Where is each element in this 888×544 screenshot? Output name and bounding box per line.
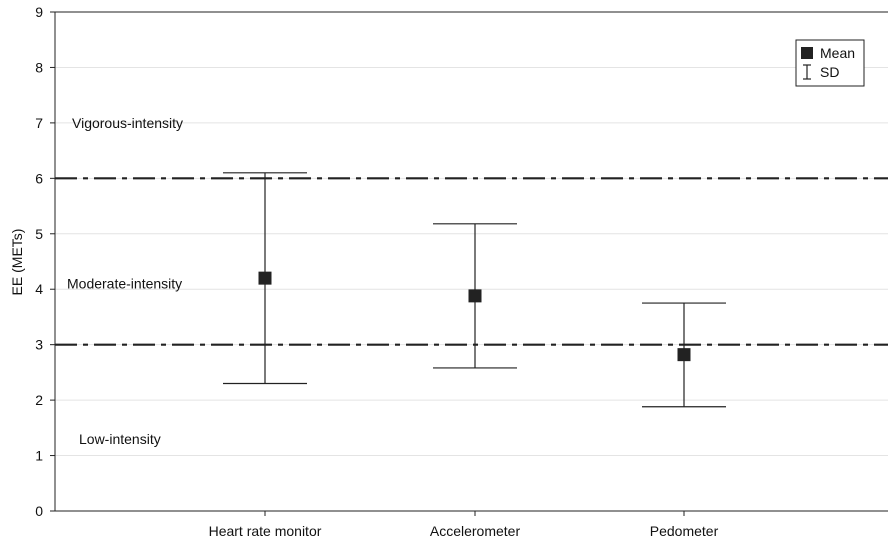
mean-marker-accelerometer bbox=[468, 289, 482, 303]
zone-label-low-intensity: Low-intensity bbox=[79, 431, 161, 447]
reference-lines bbox=[55, 177, 888, 346]
y-axis-label: EE (METs) bbox=[9, 229, 25, 296]
legend-sd-label: SD bbox=[820, 64, 839, 80]
axes bbox=[54, 11, 888, 512]
y-tick-label-6: 6 bbox=[35, 170, 43, 186]
y-tick-label-3: 3 bbox=[35, 337, 43, 353]
y-tick-label-1: 1 bbox=[35, 448, 43, 464]
zone-label-vigorous-intensity: Vigorous-intensity bbox=[72, 115, 183, 131]
mean-marker-heart-rate-monitor bbox=[258, 271, 272, 285]
x-tick-label-heart-rate-monitor: Heart rate monitor bbox=[209, 523, 322, 539]
mean-markers bbox=[258, 271, 691, 362]
y-tick-label-0: 0 bbox=[35, 503, 43, 519]
x-tick-label-pedometer: Pedometer bbox=[650, 523, 719, 539]
x-ticks: Heart rate monitor Accelerometer Pedometer bbox=[209, 511, 719, 539]
x-tick-label-accelerometer: Accelerometer bbox=[430, 523, 521, 539]
y-tick-label-5: 5 bbox=[35, 226, 43, 242]
y-tick-label-8: 8 bbox=[35, 59, 43, 75]
zone-labels: Vigorous-intensity Moderate-intensity Low-… bbox=[67, 115, 183, 447]
legend-mean-label: Mean bbox=[820, 45, 855, 61]
mean-marker-pedometer bbox=[677, 348, 691, 362]
y-tick-label-2: 2 bbox=[35, 392, 43, 408]
y-tick-label-9: 9 bbox=[35, 4, 43, 20]
legend: Mean SD bbox=[795, 39, 865, 87]
zone-label-moderate-intensity: Moderate-intensity bbox=[67, 276, 182, 292]
legend-mean-marker bbox=[801, 47, 813, 59]
y-ticks: 0 1 2 3 4 5 6 7 8 9 bbox=[35, 4, 55, 519]
legend-sd-marker bbox=[803, 64, 811, 80]
y-tick-label-4: 4 bbox=[35, 281, 43, 297]
y-tick-label-7: 7 bbox=[35, 115, 43, 131]
